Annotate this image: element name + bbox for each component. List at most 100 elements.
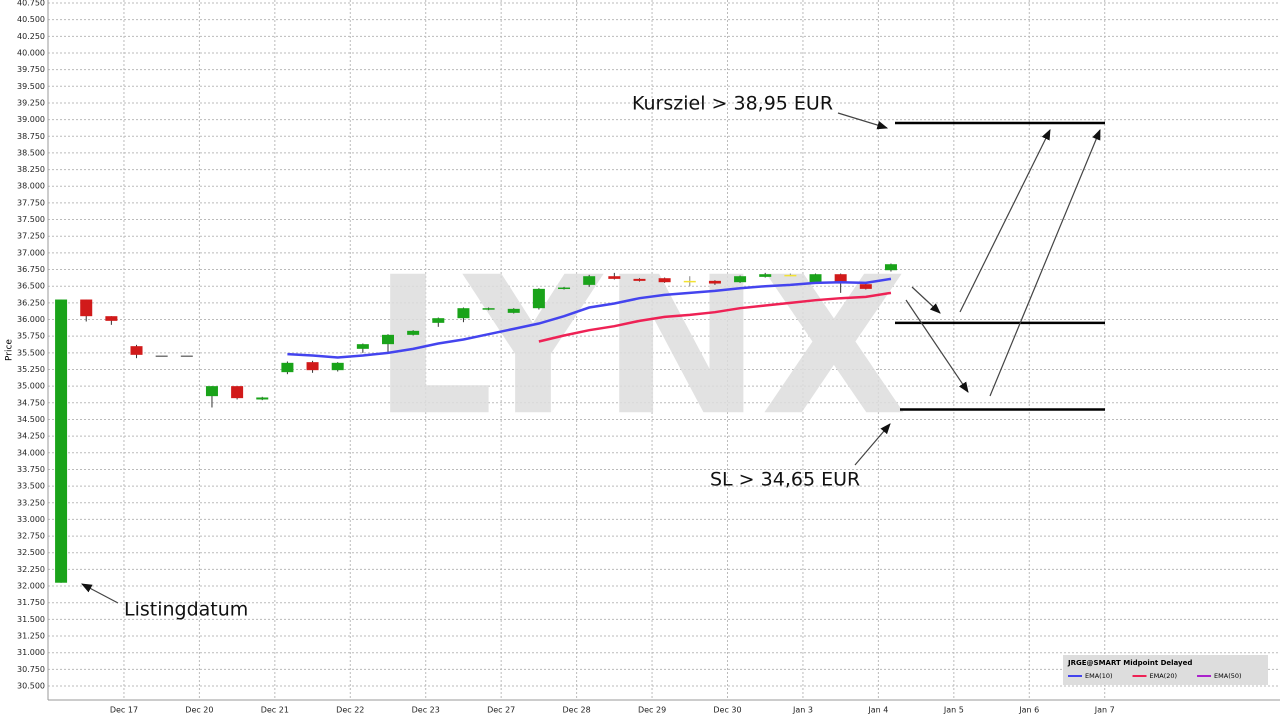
candle-body (708, 280, 721, 284)
candle-body (180, 355, 193, 357)
candle-body (759, 274, 772, 277)
y-tick-label: 33.250 (17, 498, 45, 507)
candle-body (884, 264, 897, 271)
y-tick-label: 32.750 (17, 532, 45, 541)
candle-body (155, 355, 168, 357)
y-tick-label: 35.750 (17, 332, 45, 341)
candle-body (784, 274, 797, 277)
candle-body (256, 397, 269, 400)
y-tick-label: 36.750 (17, 265, 45, 274)
y-tick-label: 40.750 (17, 0, 45, 7)
y-tick-label: 36.000 (17, 315, 45, 324)
y-tick-label: 32.500 (17, 548, 45, 557)
y-tick-label: 35.250 (17, 365, 45, 374)
x-tick-label: Jan 5 (943, 706, 964, 715)
candle-body (55, 299, 68, 583)
candle-body (658, 278, 671, 283)
x-tick-label: Dec 21 (261, 706, 289, 715)
y-tick-label: 40.500 (17, 15, 45, 24)
legend-title: JRGE@SMART Midpoint Delayed (1067, 659, 1192, 667)
arrow (854, 423, 891, 466)
legend-label: EMA(10) (1085, 672, 1113, 680)
x-tick-label: Dec 17 (110, 706, 138, 715)
x-tick-label: Dec 27 (487, 706, 515, 715)
candle-body (130, 346, 143, 355)
candle-body (281, 362, 294, 373)
y-tick-label: 32.000 (17, 582, 45, 591)
candle-body (608, 276, 621, 279)
x-tick-label: Jan 7 (1094, 706, 1115, 715)
candle-body (457, 308, 470, 319)
y-tick-label: 31.750 (17, 598, 45, 607)
candle-body (205, 386, 218, 397)
legend: JRGE@SMART Midpoint Delayed EMA(10) EMA(2… (1063, 655, 1268, 685)
x-tick-label: Jan 4 (867, 706, 888, 715)
y-tick-label: 31.500 (17, 615, 45, 624)
arrow (905, 299, 969, 393)
ema-line (538, 291, 892, 343)
candle-body (407, 330, 420, 335)
y-tick-label: 34.000 (17, 448, 45, 457)
candle-body (331, 362, 344, 371)
y-tick-label: 39.000 (17, 115, 45, 124)
annotation: Kursziel > 38,95 EUR (632, 93, 833, 115)
x-tick-label: Dec 23 (412, 706, 440, 715)
y-tick-label: 34.500 (17, 415, 45, 424)
x-tick-label: Dec 20 (185, 706, 213, 715)
candle-body (306, 362, 319, 371)
y-tick-label: 33.500 (17, 482, 45, 491)
candle-body (834, 274, 847, 283)
y-tick-label: 40.250 (17, 32, 45, 41)
arrow (959, 129, 1051, 313)
y-tick-label: 38.000 (17, 182, 45, 191)
candle-body (105, 316, 118, 321)
watermark: LYNX (373, 236, 908, 457)
y-tick-label: 39.500 (17, 82, 45, 91)
y-tick-label: 33.000 (17, 515, 45, 524)
y-tick-label: 35.500 (17, 348, 45, 357)
candle-body (231, 386, 244, 399)
candle-body (734, 276, 747, 283)
arrow (837, 112, 889, 130)
y-tick-label: 36.250 (17, 298, 45, 307)
legend-label: EMA(50) (1214, 672, 1242, 680)
candle-body (683, 280, 696, 283)
x-tick-label: Dec 29 (638, 706, 666, 715)
candle-body (507, 308, 520, 313)
grid (48, 0, 1280, 700)
candle-body (558, 287, 571, 290)
y-tick-label: 39.750 (17, 65, 45, 74)
y-tick-label: 37.000 (17, 248, 45, 257)
x-tick-label: Dec 28 (563, 706, 591, 715)
y-tick-label: 33.750 (17, 465, 45, 474)
y-tick-label: 34.750 (17, 398, 45, 407)
y-tick-label: 32.250 (17, 565, 45, 574)
y-tick-label: 37.750 (17, 198, 45, 207)
y-tick-label: 30.750 (17, 665, 45, 674)
y-tick-label: 37.250 (17, 232, 45, 241)
arrow (989, 129, 1101, 397)
y-tick-label: 36.500 (17, 282, 45, 291)
candle-body (859, 284, 872, 289)
candle-body (356, 344, 369, 349)
candle-body (633, 278, 646, 281)
y-tick-label: 39.250 (17, 98, 45, 107)
annotation: Listingdatum (124, 599, 248, 621)
candle-body (809, 274, 822, 283)
y-tick-label: 40.000 (17, 48, 45, 57)
ema-line (287, 277, 892, 359)
x-tick-label: Jan 3 (792, 706, 813, 715)
y-tick-label: 38.750 (17, 132, 45, 141)
y-tick-label: 35.000 (17, 382, 45, 391)
legend-label: EMA(20) (1150, 672, 1178, 680)
x-tick-label: Dec 22 (336, 706, 364, 715)
candle-body (583, 276, 596, 285)
plot (55, 121, 1105, 583)
y-tick-label: 30.500 (17, 682, 45, 691)
y-tick-label: 34.250 (17, 432, 45, 441)
candle-body (382, 334, 395, 345)
arrows (81, 112, 1101, 604)
x-tick-label: Dec 30 (713, 706, 741, 715)
y-tick-label: 37.500 (17, 215, 45, 224)
